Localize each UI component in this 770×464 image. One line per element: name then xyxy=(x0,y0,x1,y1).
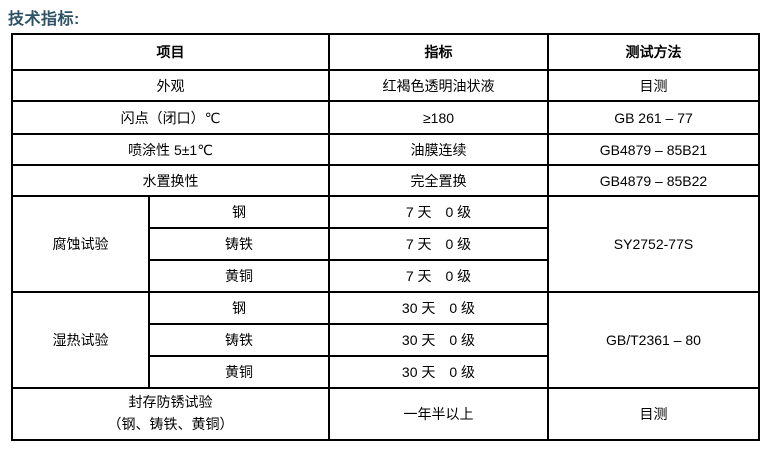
cell-flash-point-spec: ≥180 xyxy=(328,100,549,135)
cell-appearance-spec: 红褐色透明油状液 xyxy=(328,69,549,102)
cell-damp-heat-brass-item: 黄铜 xyxy=(148,355,330,389)
cell-appearance-item: 外观 xyxy=(11,69,330,102)
row-sprayability: 喷涂性 5±1℃ 油膜连续 GB4879 – 85B21 xyxy=(11,133,760,166)
cell-corrosion-group: 腐蚀试验 xyxy=(11,195,150,293)
row-damp-heat-brass: 黄铜 30 天 0 级 xyxy=(12,355,759,389)
cell-water-displacement-method: GB4879 – 85B22 xyxy=(547,164,760,197)
cell-damp-heat-steel-spec: 30 天 0 级 xyxy=(328,291,549,325)
cell-storage-rust-item-line2: （钢、铸铁、黄铜） xyxy=(107,416,234,432)
cell-corrosion-brass-spec: 7 天 0 级 xyxy=(328,259,549,293)
cell-damp-heat-brass-spec: 30 天 0 级 xyxy=(328,355,549,389)
cell-sprayability-spec: 油膜连续 xyxy=(328,133,549,166)
cell-appearance-method: 目测 xyxy=(547,69,760,102)
header-method: 测试方法 xyxy=(547,33,760,71)
cell-damp-heat-steel-item: 钢 xyxy=(148,291,330,325)
cell-damp-heat-method: GB/T2361 – 80 xyxy=(547,291,760,389)
cell-storage-rust-method: 目测 xyxy=(547,387,760,441)
row-corrosion-cast-iron: 铸铁 7 天 0 级 xyxy=(12,227,759,261)
cell-corrosion-brass-item: 黄铜 xyxy=(148,259,330,293)
cell-sprayability-item: 喷涂性 5±1℃ xyxy=(11,133,330,166)
row-corrosion-brass: 黄铜 7 天 0 级 xyxy=(12,259,759,293)
cell-storage-rust-spec: 一年半以上 xyxy=(328,387,549,441)
technical-spec-table: 项目 指标 测试方法 外观 红褐色透明油状液 目测 闪点（闭口）℃ ≥180 G… xyxy=(11,33,760,441)
cell-corrosion-cast-iron-spec: 7 天 0 级 xyxy=(328,227,549,261)
cell-corrosion-steel-spec: 7 天 0 级 xyxy=(328,195,549,229)
cell-storage-rust-item-line1: 封存防锈试验 xyxy=(128,394,213,411)
cell-water-displacement-spec: 完全置换 xyxy=(328,164,549,197)
row-storage-rust-test: 封存防锈试验 （钢、铸铁、黄铜） 一年半以上 目测 xyxy=(11,387,760,441)
cell-damp-heat-cast-iron-item: 铸铁 xyxy=(148,323,330,357)
page-title: 技术指标: xyxy=(8,11,80,28)
header-item: 项目 xyxy=(11,33,330,71)
row-damp-heat-steel: 湿热试验 钢 30 天 0 级 GB/T2361 – 80 xyxy=(11,291,760,389)
cell-sprayability-method: GB4879 – 85B21 xyxy=(547,133,760,166)
cell-water-displacement-item: 水置换性 xyxy=(11,164,330,197)
cell-damp-heat-group: 湿热试验 xyxy=(11,291,150,389)
header-spec: 指标 xyxy=(328,33,549,71)
row-flash-point: 闪点（闭口）℃ ≥180 GB 261 – 77 xyxy=(11,100,760,135)
cell-storage-rust-item: 封存防锈试验 （钢、铸铁、黄铜） xyxy=(11,387,330,441)
table-header-row: 项目 指标 测试方法 xyxy=(11,33,760,71)
row-damp-heat-cast-iron: 铸铁 30 天 0 级 xyxy=(12,323,759,357)
cell-flash-point-method: GB 261 – 77 xyxy=(547,100,760,135)
row-corrosion-steel: 腐蚀试验 钢 7 天 0 级 SY2752-77S xyxy=(11,195,760,293)
cell-corrosion-cast-iron-item: 铸铁 xyxy=(148,227,330,261)
cell-damp-heat-cast-iron-spec: 30 天 0 级 xyxy=(328,323,549,357)
cell-flash-point-item: 闪点（闭口）℃ xyxy=(11,100,330,135)
cell-corrosion-steel-item: 钢 xyxy=(148,195,330,229)
cell-corrosion-method: SY2752-77S xyxy=(547,195,760,293)
row-water-displacement: 水置换性 完全置换 GB4879 – 85B22 xyxy=(11,164,760,197)
row-appearance: 外观 红褐色透明油状液 目测 xyxy=(11,69,760,102)
